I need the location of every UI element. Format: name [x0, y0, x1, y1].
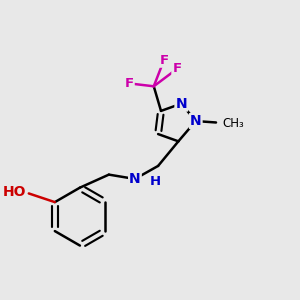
Text: N: N: [190, 114, 202, 128]
Text: F: F: [159, 54, 169, 67]
Text: HO: HO: [2, 185, 26, 199]
Text: H: H: [149, 175, 161, 188]
Text: F: F: [172, 62, 182, 75]
Text: N: N: [176, 97, 187, 111]
Text: F: F: [124, 77, 134, 90]
Text: CH₃: CH₃: [222, 117, 244, 130]
Text: N: N: [129, 172, 141, 186]
